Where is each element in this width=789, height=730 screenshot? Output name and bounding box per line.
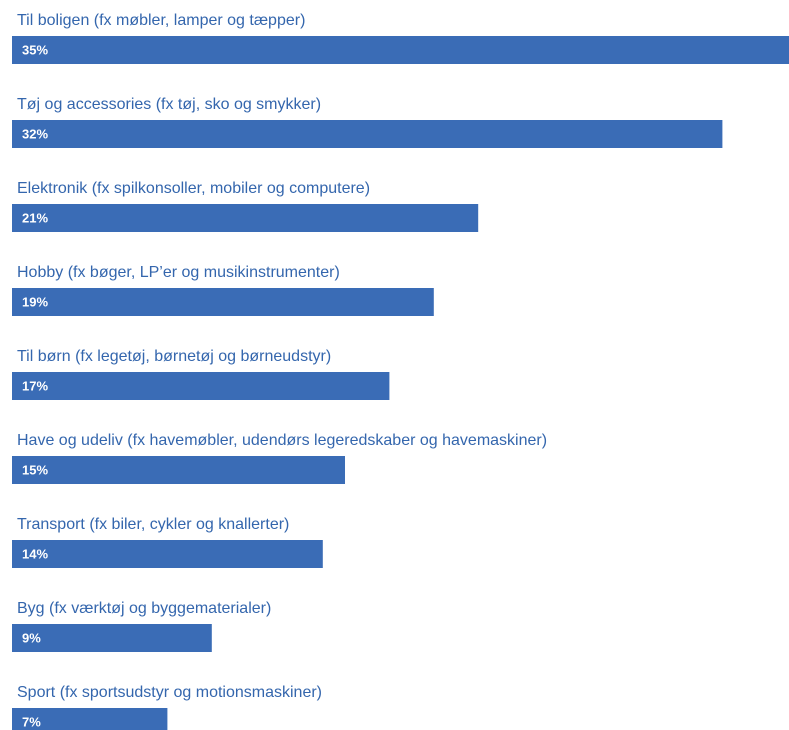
- value-label: 35%: [22, 42, 48, 57]
- value-label: 32%: [22, 126, 48, 141]
- bar: [12, 372, 390, 400]
- value-label: 7%: [22, 714, 41, 729]
- category-label: Hobby (fx bøger, LP’er og musikinstrumen…: [17, 264, 340, 281]
- category-label: Transport (fx biler, cykler og knallerte…: [17, 516, 289, 533]
- category-label: Til børn (fx legetøj, børnetøj og børneu…: [17, 348, 331, 365]
- category-label: Elektronik (fx spilkonsoller, mobiler og…: [17, 180, 370, 197]
- value-label: 14%: [22, 546, 48, 561]
- value-label: 9%: [22, 630, 41, 645]
- category-label: Til boligen (fx møbler, lamper og tæpper…: [17, 12, 305, 29]
- category-label: Sport (fx sportsudstyr og motionsmaskine…: [17, 684, 322, 701]
- bar: [12, 456, 345, 484]
- value-label: 21%: [22, 210, 48, 225]
- bar: [12, 708, 168, 730]
- bar: [12, 204, 479, 232]
- value-label: 19%: [22, 294, 48, 309]
- category-label: Tøj og accessories (fx tøj, sko og smykk…: [17, 96, 321, 113]
- bar: [12, 120, 723, 148]
- bar: [12, 624, 212, 652]
- category-label: Byg (fx værktøj og byggematerialer): [17, 600, 271, 617]
- value-label: 15%: [22, 462, 48, 477]
- bar: [12, 36, 789, 64]
- value-label: 17%: [22, 378, 48, 393]
- bar: [12, 288, 434, 316]
- category-label: Have og udeliv (fx havemøbler, udendørs …: [17, 432, 547, 449]
- bar: [12, 540, 323, 568]
